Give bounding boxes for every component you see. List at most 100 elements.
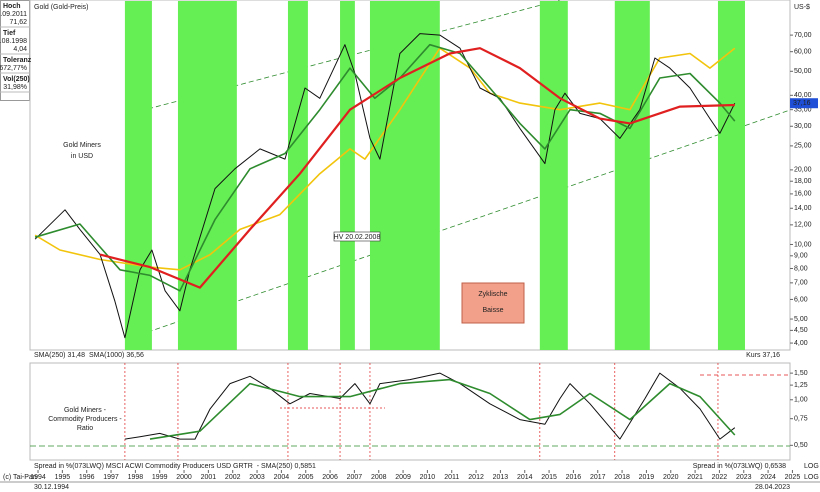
x-tick-label: 2022 xyxy=(712,474,728,481)
x-tick-label: 1997 xyxy=(103,474,119,481)
panel-label: Commodity Producers - xyxy=(48,416,122,423)
x-tick-label: 2009 xyxy=(395,474,411,481)
x-tick-label: 2004 xyxy=(274,474,290,481)
y-tick-label: 16,00 xyxy=(794,191,812,198)
series-line xyxy=(99,47,735,289)
last-price-box xyxy=(790,98,818,109)
legend-entry: Spread in %(073LWQ) MSCI ACWI Commodity … xyxy=(34,463,253,470)
last-price: 37,16 xyxy=(793,100,811,107)
annotation: in USD xyxy=(71,153,93,160)
x-tick-label: 2008 xyxy=(371,474,387,481)
annotation: Gold Miners xyxy=(63,142,101,149)
x-tick-label: 2013 xyxy=(493,474,509,481)
x-tick-label: 1998 xyxy=(128,474,144,481)
x-tick-label: 2025 xyxy=(785,474,801,481)
x-tick-label: 2015 xyxy=(541,474,557,481)
annotation: HV 20.02.2008 xyxy=(334,234,381,241)
y-tick-label: 5,00 xyxy=(794,316,808,323)
info-value: 28.08.1998 xyxy=(0,38,27,45)
panel-label: Ratio xyxy=(77,425,93,432)
lower-plot xyxy=(29,362,791,461)
x-tick-label: 1999 xyxy=(152,474,168,481)
x-tick-label: 2006 xyxy=(322,474,338,481)
cycle-band xyxy=(717,1,745,350)
x-tick-label: 2018 xyxy=(614,474,630,481)
x-tick-label: 2011 xyxy=(444,474,459,481)
y-tick-label: 40,00 xyxy=(794,92,812,99)
x-tick-label: 1995 xyxy=(55,474,71,481)
x-tick-label: 2017 xyxy=(590,474,606,481)
y-tick-label: 25,00 xyxy=(794,143,812,150)
y-tick-label: 20,00 xyxy=(794,167,812,174)
y-tick-label: 4,50 xyxy=(794,327,808,334)
y-tick-label: 4,00 xyxy=(794,340,808,347)
info-label: Vol(250) xyxy=(3,76,30,83)
y-unit: US-$ xyxy=(794,4,810,11)
y-tick-label: 6,00 xyxy=(794,296,808,303)
footer-start: 30.12.1994 xyxy=(34,484,69,491)
series-line xyxy=(149,378,736,440)
info-label: Tief xyxy=(3,30,16,37)
info-value: 31,98% xyxy=(3,84,27,91)
x-tick-label: 1996 xyxy=(79,474,95,481)
legend-value: Spread in %(073LWQ) 0,6538 xyxy=(693,463,786,470)
trend-channel xyxy=(124,109,791,341)
x-tick-label: 2014 xyxy=(517,474,533,481)
cycle-band xyxy=(369,1,440,350)
x-tick-label: 1994 xyxy=(30,474,46,481)
y-tick-label: 12,00 xyxy=(794,222,812,229)
x-tick-label: 2019 xyxy=(639,474,655,481)
cycle-band xyxy=(539,1,568,350)
footer-scale: LOG xyxy=(804,474,819,481)
footer-scale: LOG xyxy=(804,463,819,470)
cycle-band xyxy=(614,1,650,350)
x-tick-label: 2021 xyxy=(687,474,703,481)
x-tick-label: 2010 xyxy=(420,474,436,481)
y-tick-label: 30,00 xyxy=(794,123,812,130)
series-line xyxy=(124,372,736,440)
info-label: Hoch xyxy=(3,3,21,10)
annotation: Baisse xyxy=(482,307,503,314)
x-tick-label: 2000 xyxy=(176,474,192,481)
y-tick-label: 0,50 xyxy=(794,442,808,449)
y-tick-label: 8,00 xyxy=(794,265,808,272)
y-tick-label: 50,00 xyxy=(794,68,812,75)
annotation-box xyxy=(461,282,525,324)
y-tick-label: 70,00 xyxy=(794,32,812,39)
y-tick-label: 10,00 xyxy=(794,241,812,248)
x-tick-label: 2001 xyxy=(201,474,217,481)
series-line xyxy=(34,33,736,339)
x-tick-label: 2012 xyxy=(468,474,484,481)
legend-entry: SMA(1000) 36,56 xyxy=(89,352,144,359)
y-tick-label: 18,00 xyxy=(794,178,812,185)
cycle-band xyxy=(177,1,237,350)
y-tick-label: 7,00 xyxy=(794,280,808,287)
cycle-band xyxy=(340,1,355,350)
x-tick-label: 2023 xyxy=(736,474,752,481)
cycle-band xyxy=(124,1,152,350)
x-tick-label: 2005 xyxy=(298,474,314,481)
panel-label: Gold Miners - xyxy=(64,407,107,414)
info-value: 4,04 xyxy=(13,46,27,53)
annotation-box xyxy=(333,231,381,242)
footer-end: 28.04.2023 xyxy=(755,484,790,491)
annotation: Zyklische xyxy=(478,291,507,298)
info-value: 71,62 xyxy=(9,19,27,26)
y-tick-label: 35,00 xyxy=(794,107,812,114)
info-panel xyxy=(0,0,30,101)
info-value: 1.672,77% xyxy=(0,65,27,72)
overlay-label: Gold (Gold-Preis) xyxy=(34,4,88,11)
legend-entry: - SMA(250) 0,5851 xyxy=(257,463,316,470)
y-tick-label: 14,00 xyxy=(794,205,812,212)
x-tick-label: 2020 xyxy=(663,474,679,481)
info-label: Toleranz xyxy=(3,57,32,64)
info-value: 08.09.2011 xyxy=(0,11,27,18)
y-tick-label: 1,25 xyxy=(794,382,808,389)
x-tick-label: 2007 xyxy=(347,474,363,481)
y-tick-label: 60,00 xyxy=(794,49,812,56)
y-tick-label: 0,75 xyxy=(794,416,808,423)
x-tick-label: 2024 xyxy=(760,474,776,481)
y-tick-label: 1,00 xyxy=(794,397,808,404)
legend-value: Kurs 37,16 xyxy=(746,352,780,359)
